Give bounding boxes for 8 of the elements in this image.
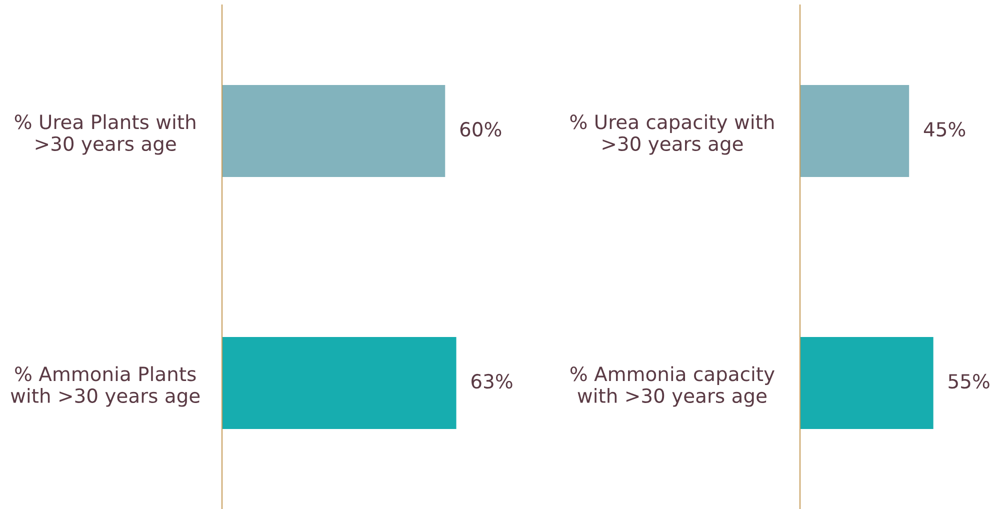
y-tick-label: % Ammonia capacity with >30 years age <box>570 366 774 407</box>
data-label: 45% <box>924 122 966 137</box>
data-label: 60% <box>460 122 502 137</box>
data-label: 55% <box>948 374 990 389</box>
y-tick-label: % Urea capacity with >30 years age <box>570 114 774 155</box>
y-tick-label: % Ammonia Plants with >30 years age <box>10 366 200 407</box>
y-tick-label: % Urea Plants with >30 years age <box>14 114 196 155</box>
data-label: 63% <box>472 374 512 389</box>
